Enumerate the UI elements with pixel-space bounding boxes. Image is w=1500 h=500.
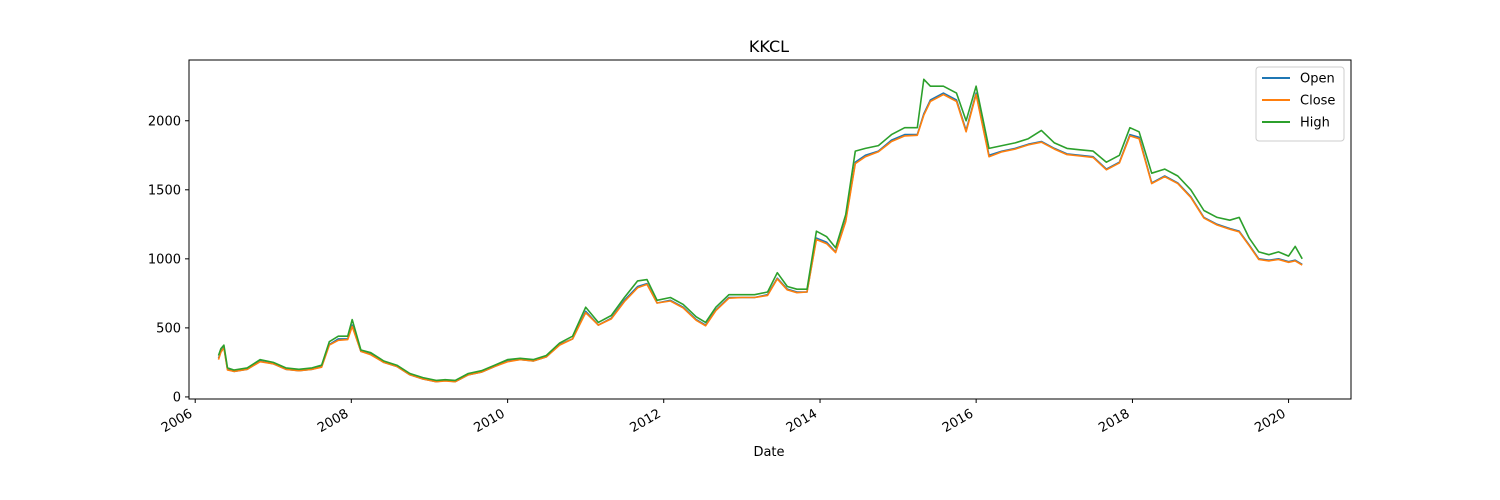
legend: Open Close High (1255, 66, 1345, 142)
y-tick-label: 2000 (148, 114, 181, 129)
axes-frame (188, 59, 1352, 400)
y-tick-label: 1000 (148, 252, 181, 267)
y-tick-label: 500 (156, 321, 181, 336)
series-line-high (217, 78, 1303, 382)
legend-label-high: High (1300, 116, 1330, 131)
chart-title: KKCL (749, 37, 789, 56)
y-axis: 0 500 1000 1500 2000 (148, 114, 189, 405)
y-tick-label: 0 (173, 390, 181, 405)
legend-label-open: Open (1300, 72, 1335, 87)
plot-area (217, 78, 1303, 383)
legend-label-close: Close (1300, 94, 1335, 109)
series-line-close (217, 93, 1303, 383)
x-axis-label: Date (753, 445, 784, 460)
y-tick-label: 1500 (148, 183, 181, 198)
